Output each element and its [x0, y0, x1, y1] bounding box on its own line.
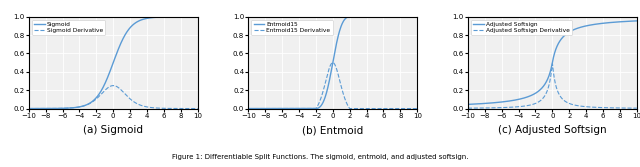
Adjusted Softsign Derivative — [596, 107, 604, 109]
Line: Sigmoid Derivative: Sigmoid Derivative — [29, 86, 198, 109]
Adjusted Softsign Derivative — [532, 102, 540, 104]
Text: Figure 1: Differentiable Split Functions. The sigmoid, entmoid, and adjusted sof: Figure 1: Differentiable Split Functions… — [172, 154, 468, 160]
Adjusted Softsign Derivative — [464, 107, 472, 109]
Sigmoid Derivative — [157, 107, 164, 109]
Adjusted Softsign — [599, 22, 607, 24]
Entmoid15 — [313, 108, 321, 110]
Entmoid15 — [346, 16, 354, 18]
Sigmoid — [157, 16, 164, 18]
Entmoid15 — [244, 108, 252, 110]
Entmoid15 — [319, 102, 326, 104]
Entmoid15 Derivative — [380, 108, 387, 110]
Adjusted Softsign — [481, 102, 489, 104]
Line: Sigmoid: Sigmoid — [29, 17, 198, 109]
Sigmoid Derivative — [99, 91, 107, 93]
Entmoid15 — [361, 16, 369, 18]
Line: Adjusted Softsign: Adjusted Softsign — [468, 21, 637, 104]
Adjusted Softsign — [538, 87, 546, 89]
Sigmoid Derivative — [109, 85, 117, 87]
Adjusted Softsign — [633, 20, 640, 22]
Entmoid15 — [413, 16, 421, 18]
Entmoid15 Derivative — [244, 108, 252, 110]
Adjusted Softsign — [580, 25, 588, 27]
Text: (c) Adjusted Softsign: (c) Adjusted Softsign — [498, 125, 607, 135]
Sigmoid Derivative — [141, 106, 148, 108]
Sigmoid — [25, 108, 33, 110]
Adjusted Softsign — [464, 103, 472, 105]
Sigmoid — [99, 86, 107, 88]
Entmoid15 Derivative — [413, 108, 421, 110]
Entmoid15 — [262, 108, 269, 110]
Text: (b) Entmoid: (b) Entmoid — [302, 125, 364, 135]
Sigmoid Derivative — [194, 108, 202, 110]
Legend: Adjusted Softsign, Adjusted Softsign Derivative: Adjusted Softsign, Adjusted Softsign Der… — [471, 20, 572, 35]
Sigmoid — [93, 96, 101, 98]
Adjusted Softsign Derivative — [580, 106, 588, 108]
Sigmoid Derivative — [93, 97, 101, 99]
Adjusted Softsign Derivative — [599, 107, 607, 109]
Entmoid15 Derivative — [361, 108, 369, 110]
Sigmoid — [160, 16, 168, 18]
Legend: Entmoid15, Entmoid15 Derivative: Entmoid15, Entmoid15 Derivative — [252, 20, 333, 35]
Text: (a) Sigmoid: (a) Sigmoid — [83, 125, 143, 135]
Entmoid15 — [380, 16, 387, 18]
Line: Entmoid15: Entmoid15 — [248, 17, 417, 109]
Sigmoid — [141, 18, 148, 20]
Adjusted Softsign Derivative — [481, 107, 489, 109]
Sigmoid — [42, 108, 50, 110]
Line: Adjusted Softsign Derivative: Adjusted Softsign Derivative — [468, 63, 637, 108]
Entmoid15 Derivative — [329, 62, 337, 64]
Adjusted Softsign — [532, 92, 540, 94]
Adjusted Softsign Derivative — [548, 62, 556, 64]
Adjusted Softsign — [596, 23, 604, 25]
Adjusted Softsign Derivative — [633, 107, 640, 109]
Entmoid15 Derivative — [376, 108, 384, 110]
Entmoid15 Derivative — [313, 107, 321, 109]
Entmoid15 — [376, 16, 384, 18]
Adjusted Softsign Derivative — [538, 98, 546, 100]
Legend: Sigmoid, Sigmoid Derivative: Sigmoid, Sigmoid Derivative — [32, 20, 106, 35]
Entmoid15 Derivative — [262, 108, 269, 110]
Sigmoid Derivative — [160, 107, 168, 109]
Sigmoid Derivative — [25, 108, 33, 110]
Sigmoid Derivative — [42, 108, 50, 110]
Sigmoid — [194, 16, 202, 18]
Entmoid15 Derivative — [319, 91, 326, 93]
Line: Entmoid15 Derivative: Entmoid15 Derivative — [248, 63, 417, 109]
